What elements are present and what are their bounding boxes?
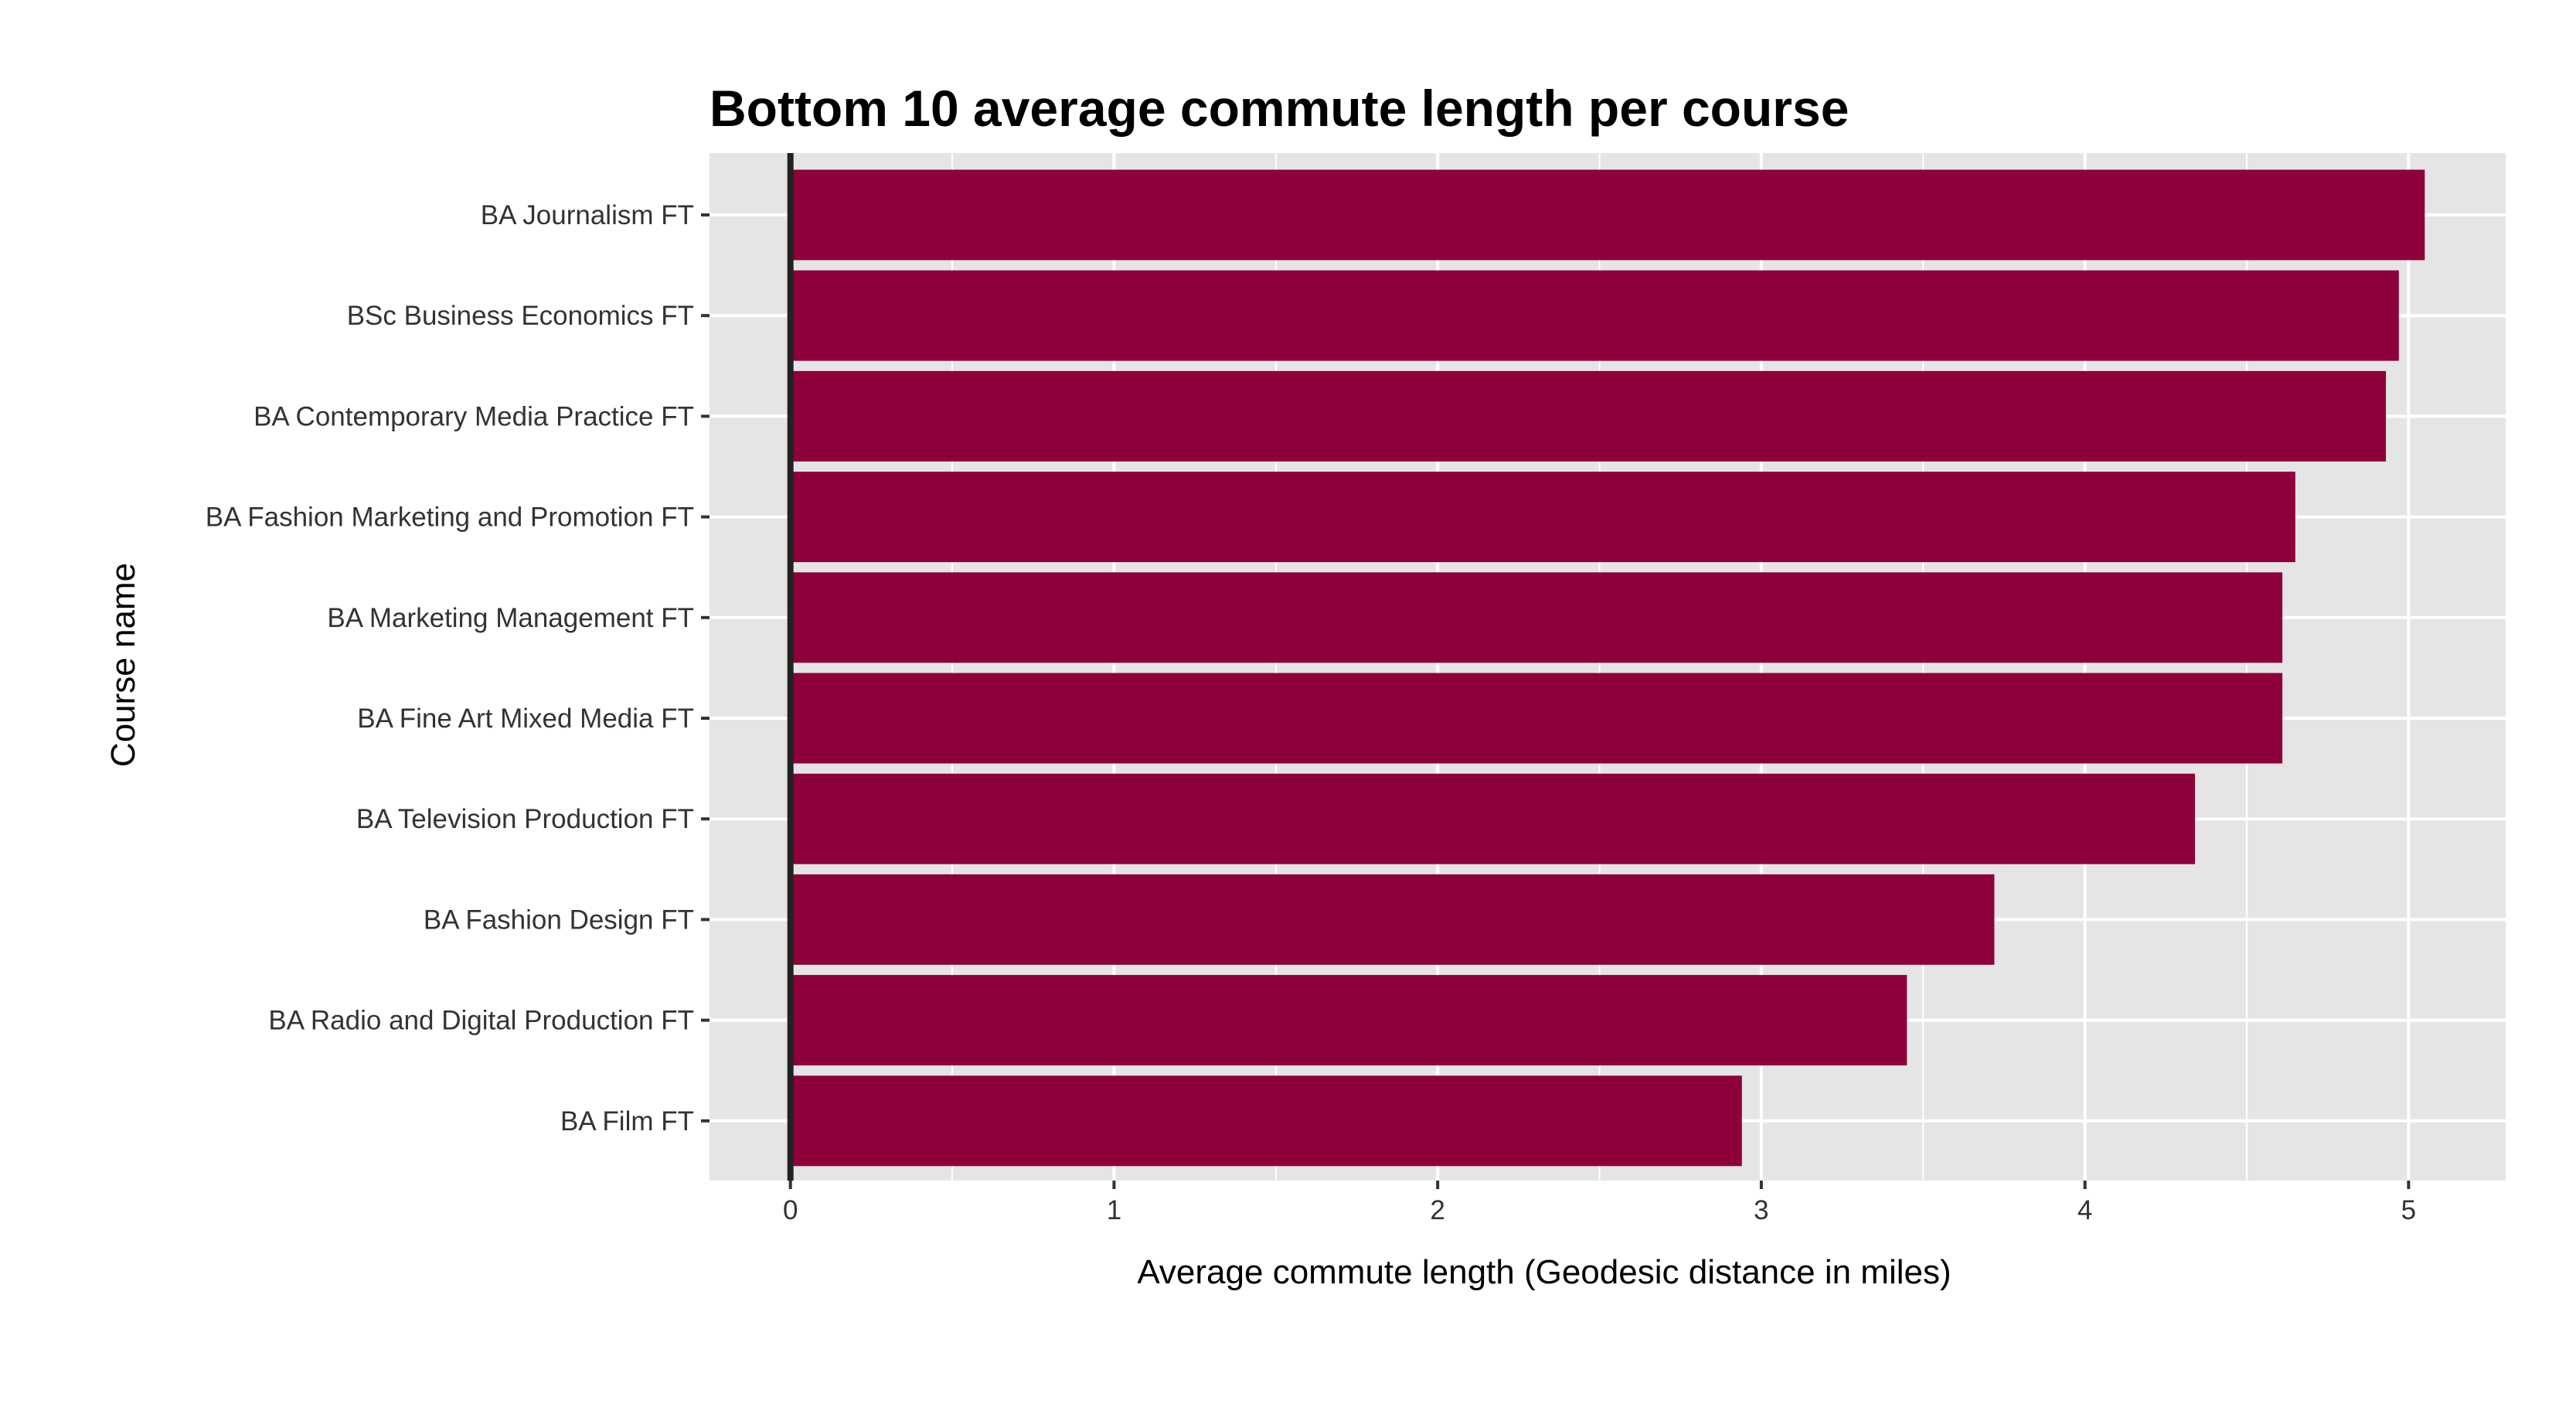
y-axis-title: Course name bbox=[104, 563, 142, 767]
bar bbox=[790, 270, 2399, 361]
y-tick-label: BA Marketing Management FT bbox=[327, 603, 694, 633]
y-tick-label: BA Film FT bbox=[560, 1106, 694, 1136]
y-tick-label: BA Journalism FT bbox=[481, 200, 694, 230]
bars bbox=[787, 153, 2425, 1181]
x-tick-label: 2 bbox=[1430, 1195, 1445, 1225]
y-tick-label: BA Television Production FT bbox=[356, 804, 694, 834]
x-tick-label: 4 bbox=[2077, 1195, 2092, 1225]
bar bbox=[790, 773, 2196, 864]
y-tick-label: BA Fashion Marketing and Promotion FT bbox=[206, 503, 694, 533]
y-tick-label: BA Fine Art Mixed Media FT bbox=[357, 704, 694, 734]
y-tick-label: BSc Business Economics FT bbox=[347, 301, 694, 331]
bar bbox=[790, 370, 2387, 462]
bar bbox=[790, 472, 2295, 563]
x-tick-label: 0 bbox=[783, 1195, 798, 1225]
x-axis-title: Average commute length (Geodesic distanc… bbox=[1137, 1253, 1951, 1291]
y-axis-labels: BA Journalism FT BSc Business Economics F… bbox=[206, 200, 710, 1136]
bar bbox=[790, 572, 2283, 663]
y-tick-label: BA Fashion Design FT bbox=[424, 905, 694, 935]
x-axis-ticks: 0 1 2 3 4 5 bbox=[783, 1181, 2416, 1225]
bar bbox=[790, 975, 1907, 1066]
bar bbox=[790, 169, 2425, 261]
x-tick-label: 1 bbox=[1107, 1195, 1121, 1225]
bar bbox=[790, 1075, 1742, 1167]
bar bbox=[790, 673, 2283, 764]
y-tick-label: BA Radio and Digital Production FT bbox=[268, 1006, 694, 1036]
x-tick-label: 3 bbox=[1754, 1195, 1768, 1225]
y-tick-label: BA Contemporary Media Practice FT bbox=[254, 401, 694, 431]
x-tick-label: 5 bbox=[2401, 1195, 2416, 1225]
chart-title: Bottom 10 average commute length per cou… bbox=[710, 80, 1849, 137]
bar bbox=[790, 874, 1995, 965]
